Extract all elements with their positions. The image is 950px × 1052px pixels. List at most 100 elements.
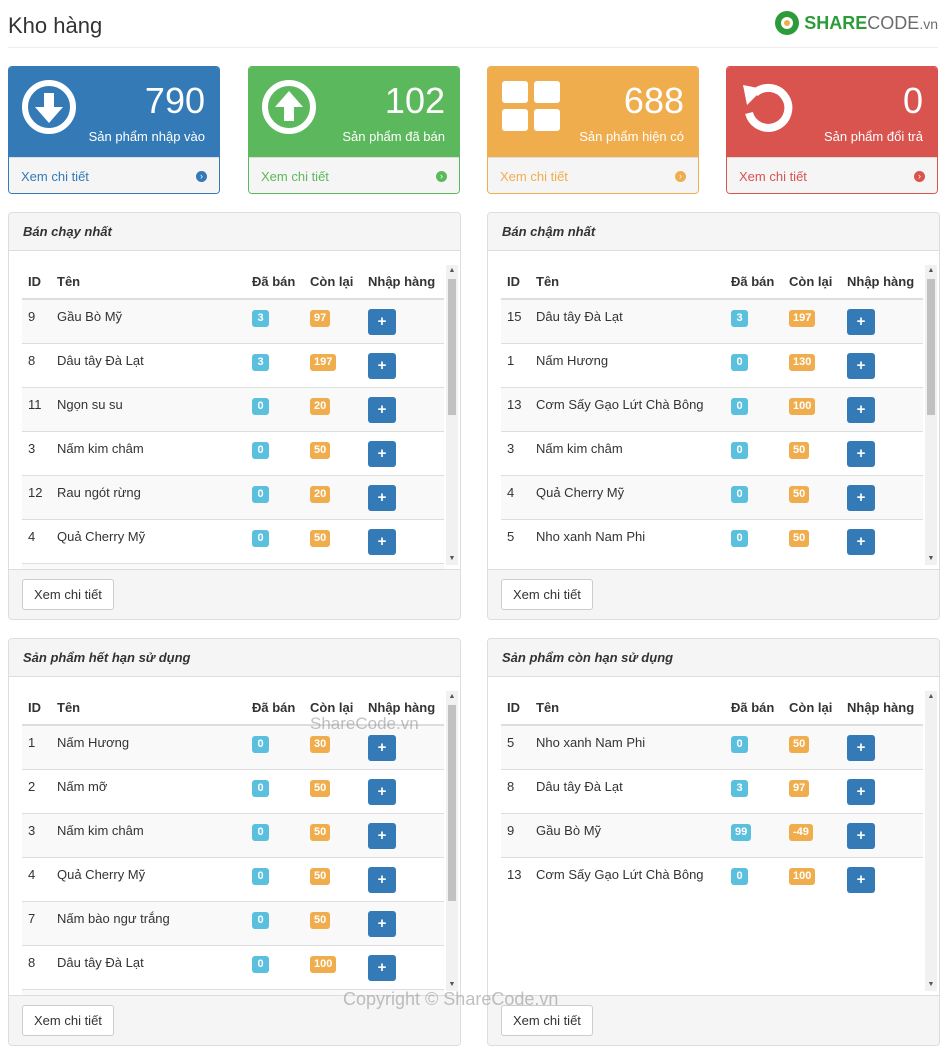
restock-button[interactable]: + — [847, 441, 875, 467]
product-name: Quả Cherry Mỹ — [51, 857, 246, 902]
restock-button[interactable]: + — [847, 485, 875, 511]
restock-button[interactable]: + — [847, 823, 875, 849]
table-row: 2 Nấm mỡ 0 50 + — [22, 769, 444, 814]
scroll-down-icon[interactable]: ▼ — [448, 981, 456, 988]
scroll-up-icon[interactable]: ▲ — [448, 267, 456, 274]
view-details-link[interactable]: Xem chi tiết › — [9, 157, 219, 193]
restock-button[interactable]: + — [368, 735, 396, 761]
view-details-button[interactable]: Xem chi tiết — [501, 579, 593, 610]
panel-slow-selling: Bán chậm nhất ID Tên Đã bán Còn lại Nhập hàng… — [487, 212, 940, 620]
scroll-down-icon[interactable]: ▼ — [448, 555, 456, 562]
page-header: Kho hàng SHARECODE.vn — [8, 10, 938, 48]
col-id: ID — [22, 691, 51, 726]
scroll-up-icon[interactable]: ▲ — [448, 693, 456, 700]
col-remaining: Còn lại — [783, 265, 841, 300]
product-id: 8 — [22, 343, 51, 388]
table-row: 12 Rau ngót rừng 0 20 + — [22, 475, 444, 520]
remaining-badge: 50 — [789, 736, 810, 753]
table-scroll-area[interactable]: ID Tên Đã bán Còn lại Nhập hàng 9 Gầu Bò Mỹ 3 97… — [22, 265, 444, 569]
arrow-right-circle-icon: › — [914, 171, 925, 182]
restock-button[interactable]: + — [368, 823, 396, 849]
product-table: ID Tên Đã bán Còn lại Nhập hàng 5 Nho xanh Nam… — [501, 691, 923, 901]
restock-button[interactable]: + — [847, 779, 875, 805]
table-row: 1 Nấm Hương 0 130 + — [501, 343, 923, 388]
plus-icon: + — [856, 489, 866, 506]
sharecode-logo[interactable]: SHARECODE.vn — [774, 10, 938, 36]
product-id: 13 — [22, 563, 51, 569]
plus-icon: + — [377, 783, 387, 800]
col-remaining: Còn lại — [304, 691, 362, 726]
plus-icon: + — [856, 357, 866, 374]
product-name: Nho xanh Nam Phi — [530, 519, 725, 563]
restock-button[interactable]: + — [368, 529, 396, 555]
scrollbar[interactable]: ▲ ▼ — [446, 691, 458, 991]
table-header: ID Tên Đã bán Còn lại Nhập hàng — [22, 265, 444, 300]
sharecode-logo-icon — [774, 10, 800, 36]
product-id: 4 — [501, 475, 530, 520]
restock-button[interactable]: + — [368, 397, 396, 423]
scroll-up-icon[interactable]: ▲ — [927, 267, 935, 274]
restock-button[interactable]: + — [847, 353, 875, 379]
view-details-link[interactable]: Xem chi tiết › — [249, 157, 459, 193]
remaining-badge: 197 — [310, 354, 337, 371]
sold-badge: 0 — [731, 354, 748, 371]
remaining-badge: 97 — [789, 780, 810, 797]
restock-button[interactable]: + — [847, 309, 875, 335]
download-circle-icon — [21, 79, 81, 139]
product-id: 9 — [501, 813, 530, 858]
scroll-up-icon[interactable]: ▲ — [927, 693, 935, 700]
col-name: Tên — [530, 265, 725, 300]
plus-icon: + — [856, 533, 866, 550]
product-name: Dâu tây Đà Lạt — [530, 298, 725, 344]
sold-badge: 0 — [252, 398, 269, 415]
table-scroll-area[interactable]: ID Tên Đã bán Còn lại Nhập hàng 5 Nho xanh Nam… — [501, 691, 923, 995]
scrollbar-thumb[interactable] — [927, 279, 935, 415]
view-details-button[interactable]: Xem chi tiết — [22, 1005, 114, 1036]
remaining-badge: 50 — [789, 530, 810, 547]
scrollbar-thumb[interactable] — [448, 279, 456, 415]
product-id: 3 — [22, 813, 51, 858]
page-title: Kho hàng — [8, 13, 103, 38]
view-details-link[interactable]: Xem chi tiết › — [488, 157, 698, 193]
scrollbar[interactable]: ▲ ▼ — [925, 265, 937, 565]
plus-icon: + — [856, 445, 866, 462]
restock-button[interactable]: + — [847, 735, 875, 761]
restock-button[interactable]: + — [368, 353, 396, 379]
table-row: 1 Nấm Hương 0 30 + — [22, 724, 444, 770]
stat-label: Sản phẩm đã bán — [342, 129, 445, 144]
product-name: Nấm Hương — [530, 343, 725, 388]
product-id: 13 — [501, 857, 530, 901]
sold-badge: 0 — [252, 442, 269, 459]
plus-icon: + — [377, 915, 387, 932]
restock-button[interactable]: + — [847, 397, 875, 423]
col-name: Tên — [51, 691, 246, 726]
product-table: ID Tên Đã bán Còn lại Nhập hàng 9 Gầu Bò Mỹ 3 97… — [22, 265, 444, 569]
stat-value: 790 — [144, 80, 205, 121]
table-scroll-area[interactable]: ID Tên Đã bán Còn lại Nhập hàng 15 Dâu tây Đà … — [501, 265, 923, 569]
plus-icon: + — [377, 445, 387, 462]
scroll-down-icon[interactable]: ▼ — [927, 555, 935, 562]
restock-button[interactable]: + — [368, 955, 396, 981]
sold-badge: 99 — [731, 824, 752, 841]
plus-icon: + — [856, 827, 866, 844]
view-details-button[interactable]: Xem chi tiết — [501, 1005, 593, 1036]
restock-button[interactable]: + — [847, 529, 875, 555]
restock-button[interactable]: + — [368, 867, 396, 893]
restock-button[interactable]: + — [368, 485, 396, 511]
restock-button[interactable]: + — [368, 309, 396, 335]
product-name: Nấm Hương — [51, 724, 246, 770]
product-id: 5 — [501, 724, 530, 770]
table-row: 3 Nấm kim châm 0 50 + — [22, 431, 444, 476]
scroll-down-icon[interactable]: ▼ — [927, 981, 935, 988]
restock-button[interactable]: + — [368, 441, 396, 467]
view-details-link[interactable]: Xem chi tiết › — [727, 157, 937, 193]
scrollbar[interactable]: ▲ ▼ — [446, 265, 458, 565]
scrollbar-thumb[interactable] — [448, 705, 456, 901]
table-scroll-area[interactable]: ID Tên Đã bán Còn lại Nhập hàng 1 Nấm Hương 0 30… — [22, 691, 444, 995]
restock-button[interactable]: + — [368, 911, 396, 937]
scrollbar[interactable]: ▲ ▼ — [925, 691, 937, 991]
restock-button[interactable]: + — [847, 867, 875, 893]
restock-button[interactable]: + — [368, 779, 396, 805]
view-details-button[interactable]: Xem chi tiết — [22, 579, 114, 610]
